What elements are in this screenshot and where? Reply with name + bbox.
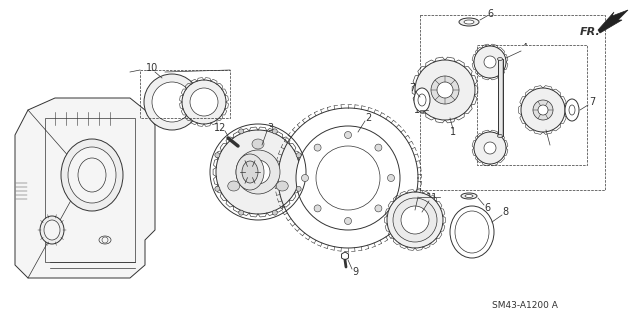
Ellipse shape: [228, 181, 240, 191]
Circle shape: [533, 100, 553, 120]
Text: 11: 11: [426, 193, 438, 203]
Text: 3: 3: [267, 123, 273, 133]
Circle shape: [375, 205, 382, 212]
Text: 6: 6: [487, 9, 493, 19]
Circle shape: [273, 129, 277, 134]
Text: FR.: FR.: [580, 27, 601, 37]
Text: 6: 6: [484, 203, 490, 213]
Bar: [140, 70, 230, 118]
Text: 1: 1: [450, 127, 456, 137]
Circle shape: [182, 80, 226, 124]
Circle shape: [344, 131, 351, 138]
Ellipse shape: [497, 57, 502, 61]
Circle shape: [273, 210, 277, 215]
Text: 10: 10: [146, 63, 158, 73]
Circle shape: [415, 60, 475, 120]
Circle shape: [190, 88, 218, 116]
Ellipse shape: [44, 220, 60, 240]
Circle shape: [215, 186, 220, 191]
Ellipse shape: [497, 135, 502, 137]
Ellipse shape: [464, 20, 474, 24]
Ellipse shape: [61, 139, 123, 211]
Text: 9: 9: [352, 267, 358, 277]
Ellipse shape: [455, 211, 489, 253]
Circle shape: [236, 150, 280, 194]
Bar: [477, 45, 587, 165]
Circle shape: [314, 205, 321, 212]
Circle shape: [437, 82, 453, 98]
Circle shape: [239, 129, 244, 134]
Text: 4: 4: [522, 43, 528, 53]
Circle shape: [239, 210, 244, 215]
Polygon shape: [15, 98, 155, 278]
Circle shape: [296, 186, 301, 191]
Ellipse shape: [565, 99, 579, 121]
Ellipse shape: [569, 105, 575, 115]
Circle shape: [484, 56, 496, 68]
Text: 7: 7: [589, 97, 595, 107]
Circle shape: [296, 126, 400, 230]
Circle shape: [387, 192, 443, 248]
Ellipse shape: [68, 147, 116, 203]
Circle shape: [314, 144, 321, 151]
Circle shape: [344, 218, 351, 225]
Ellipse shape: [252, 139, 264, 149]
Text: 14: 14: [414, 105, 426, 115]
Ellipse shape: [276, 181, 288, 191]
Circle shape: [431, 76, 459, 104]
Ellipse shape: [418, 94, 426, 106]
Ellipse shape: [414, 88, 430, 112]
Ellipse shape: [236, 154, 264, 190]
Ellipse shape: [40, 216, 64, 244]
Circle shape: [538, 105, 548, 115]
Bar: [497, 59, 502, 136]
Circle shape: [152, 82, 192, 122]
Text: 8: 8: [502, 207, 508, 217]
Circle shape: [401, 206, 429, 234]
Circle shape: [484, 142, 496, 154]
Ellipse shape: [459, 18, 479, 26]
Circle shape: [397, 202, 433, 238]
Circle shape: [301, 174, 308, 182]
Circle shape: [274, 104, 422, 252]
Circle shape: [387, 174, 394, 182]
Circle shape: [215, 153, 220, 158]
Circle shape: [474, 46, 506, 78]
Bar: [420, 15, 605, 190]
Circle shape: [144, 74, 200, 130]
Ellipse shape: [461, 193, 477, 199]
Circle shape: [375, 144, 382, 151]
Text: 2: 2: [365, 113, 371, 123]
Text: 12: 12: [214, 123, 226, 133]
Circle shape: [474, 132, 506, 164]
Circle shape: [521, 88, 565, 132]
Circle shape: [216, 130, 300, 214]
Text: SM43-A1200 A: SM43-A1200 A: [492, 300, 558, 309]
Polygon shape: [598, 10, 628, 33]
Text: 1: 1: [550, 143, 556, 153]
Ellipse shape: [242, 161, 258, 183]
Circle shape: [393, 198, 437, 242]
Text: 7: 7: [409, 83, 415, 93]
Ellipse shape: [450, 206, 494, 258]
Circle shape: [246, 160, 270, 184]
Circle shape: [296, 153, 301, 158]
Ellipse shape: [465, 195, 473, 197]
